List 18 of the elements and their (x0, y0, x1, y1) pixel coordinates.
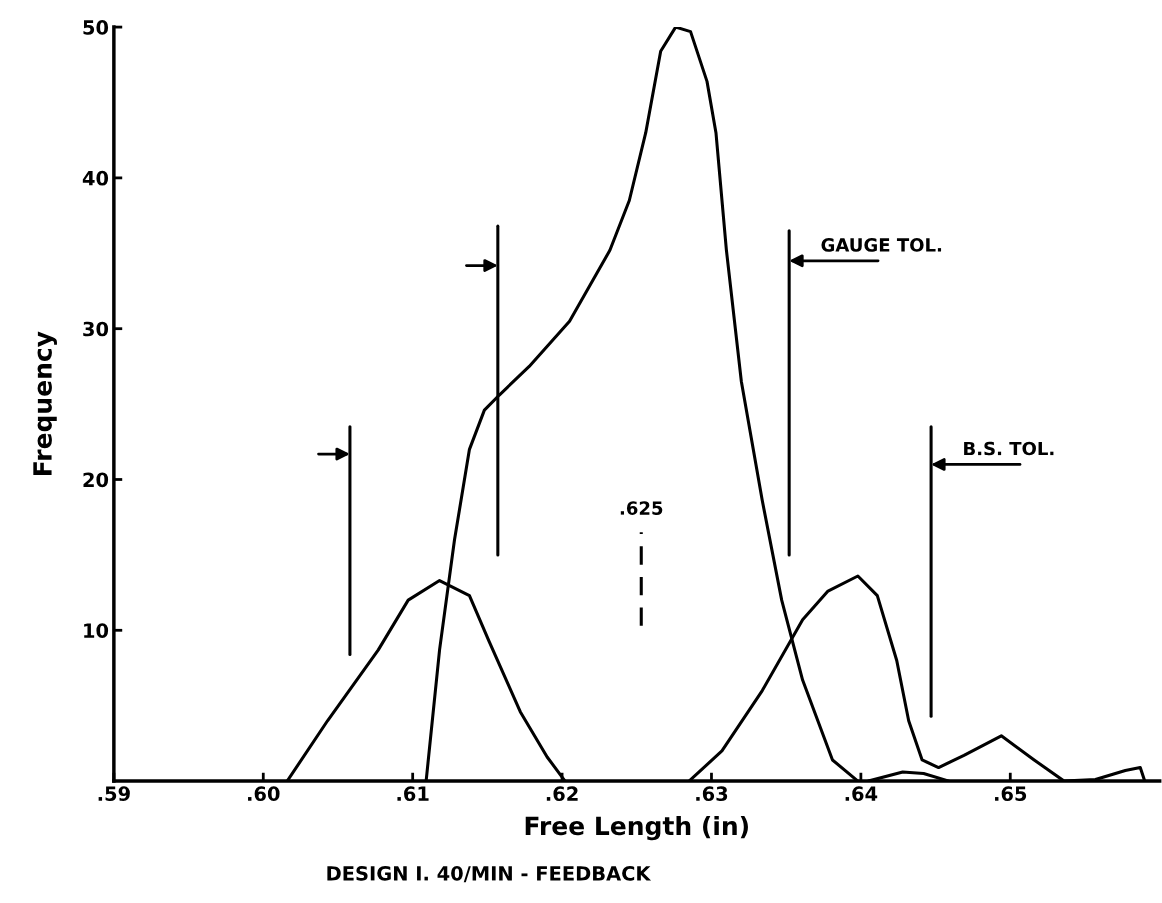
y-tick-label: 10 (84, 623, 109, 638)
x-tick-label: .63 (696, 786, 728, 802)
x-tick-label: .65 (995, 786, 1027, 802)
annotation: GAUGE TOL. (821, 238, 942, 252)
x-tick-label: .62 (546, 786, 578, 802)
y-tick-label: 20 (83, 472, 109, 488)
series-label: .625 (620, 501, 663, 515)
annotation: B.S. TOL. (964, 441, 1054, 456)
text: DESIGN I. 40/MIN - FEEDBACK (327, 865, 652, 883)
x-tick-label: .59 (98, 786, 130, 802)
x-tick-label: .64 (845, 786, 878, 802)
y-axis-title: Frequency (33, 331, 57, 475)
x-tick-label: .61 (397, 786, 429, 802)
x-axis-title: Free Length (in) (525, 815, 748, 841)
y-tick-label: 50 (83, 20, 109, 35)
y-tick-label: 30 (83, 321, 109, 337)
x-tick-label: .60 (248, 786, 280, 802)
y-tick-label: 40 (82, 170, 109, 186)
